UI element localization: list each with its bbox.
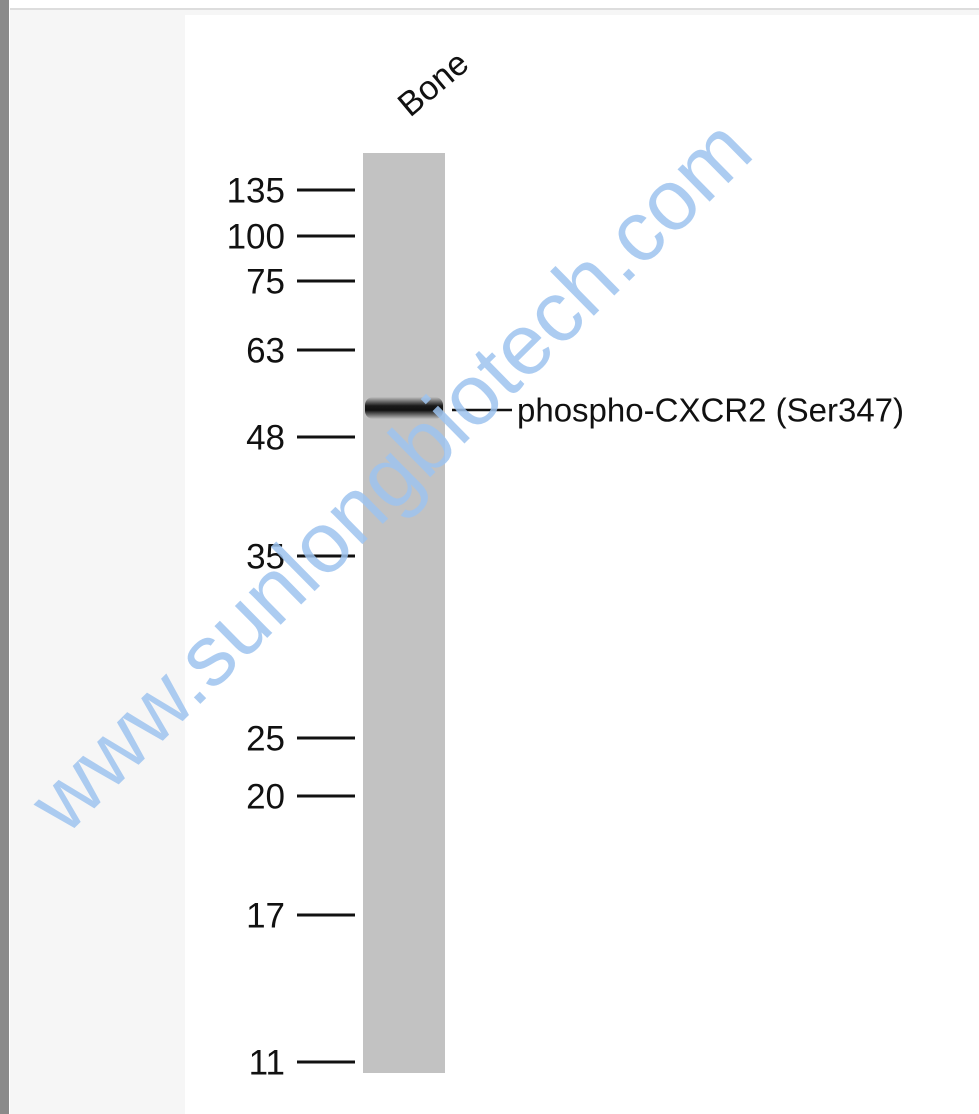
lane xyxy=(363,153,445,1073)
marker-label: 63 xyxy=(246,331,285,370)
marker-label: 75 xyxy=(246,262,285,301)
marker-label: 17 xyxy=(246,896,285,935)
marker-label: 135 xyxy=(227,171,285,210)
left-border xyxy=(0,0,9,1114)
marker-label: 20 xyxy=(246,777,285,816)
marker-label: 48 xyxy=(246,418,285,457)
marker-label: 100 xyxy=(227,217,285,256)
marker-label: 25 xyxy=(246,719,285,758)
marker-label: 11 xyxy=(249,1043,285,1082)
blot-figure: Bone phospho-CXCR2 (Ser347) 135100756348… xyxy=(0,0,979,1114)
band-label: phospho-CXCR2 (Ser347) xyxy=(517,392,904,429)
page: Bone phospho-CXCR2 (Ser347) 135100756348… xyxy=(0,0,979,1114)
top-border xyxy=(10,8,979,10)
